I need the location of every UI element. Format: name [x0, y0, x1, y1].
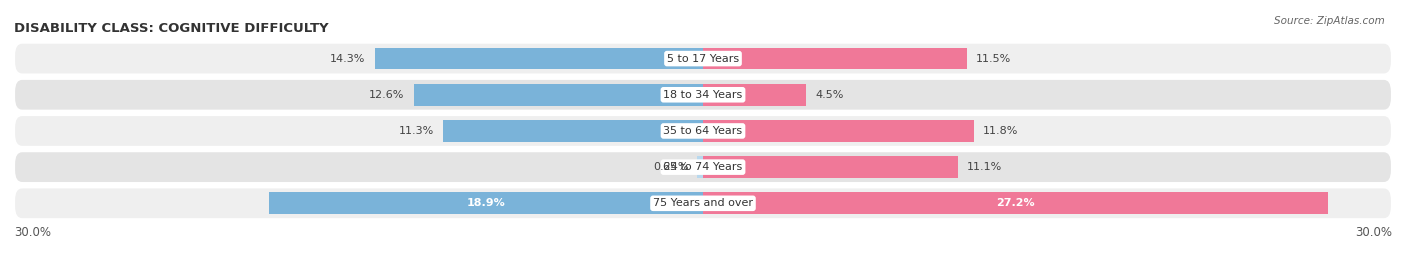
- FancyBboxPatch shape: [14, 115, 1392, 147]
- Bar: [374, 48, 703, 69]
- Bar: [443, 120, 703, 142]
- Text: 27.2%: 27.2%: [995, 198, 1035, 208]
- Text: 30.0%: 30.0%: [1355, 226, 1392, 239]
- Text: 30.0%: 30.0%: [14, 226, 51, 239]
- Text: 0.24%: 0.24%: [652, 162, 689, 172]
- Text: DISABILITY CLASS: COGNITIVE DIFFICULTY: DISABILITY CLASS: COGNITIVE DIFFICULTY: [14, 22, 329, 35]
- FancyBboxPatch shape: [14, 43, 1392, 75]
- Text: 11.5%: 11.5%: [976, 53, 1011, 64]
- Bar: [697, 156, 703, 178]
- FancyBboxPatch shape: [14, 151, 1392, 183]
- Text: 12.6%: 12.6%: [370, 90, 405, 100]
- Bar: [703, 156, 957, 178]
- Text: 75 Years and over: 75 Years and over: [652, 198, 754, 208]
- Text: 11.1%: 11.1%: [967, 162, 1002, 172]
- Text: Source: ZipAtlas.com: Source: ZipAtlas.com: [1274, 16, 1385, 26]
- Bar: [703, 193, 1327, 214]
- Text: 18 to 34 Years: 18 to 34 Years: [664, 90, 742, 100]
- FancyBboxPatch shape: [14, 187, 1392, 219]
- Bar: [703, 48, 967, 69]
- Bar: [703, 120, 974, 142]
- Bar: [269, 193, 703, 214]
- Text: 18.9%: 18.9%: [467, 198, 505, 208]
- Text: 5 to 17 Years: 5 to 17 Years: [666, 53, 740, 64]
- Text: 65 to 74 Years: 65 to 74 Years: [664, 162, 742, 172]
- Text: 11.8%: 11.8%: [983, 126, 1018, 136]
- Bar: [413, 84, 703, 106]
- Text: 35 to 64 Years: 35 to 64 Years: [664, 126, 742, 136]
- FancyBboxPatch shape: [14, 79, 1392, 111]
- Text: 11.3%: 11.3%: [399, 126, 434, 136]
- Text: 4.5%: 4.5%: [815, 90, 844, 100]
- Bar: [703, 84, 807, 106]
- Text: 14.3%: 14.3%: [330, 53, 366, 64]
